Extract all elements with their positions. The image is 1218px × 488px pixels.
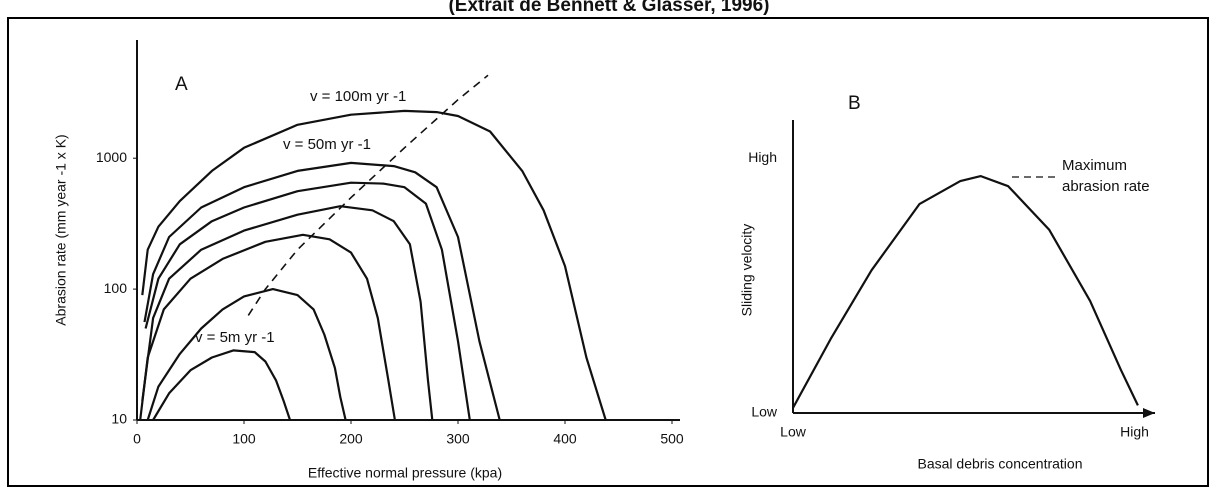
x-tick-label: 0 bbox=[133, 431, 141, 447]
curve bbox=[247, 74, 489, 316]
frame bbox=[7, 17, 1209, 487]
x-axis-label: Basal debris concentration bbox=[918, 456, 1083, 472]
y-axis-label: Sliding velocity bbox=[739, 224, 755, 317]
y-tick-label: 1000 bbox=[96, 149, 127, 165]
annotation: v = 50m yr -1 bbox=[283, 136, 371, 153]
curve bbox=[144, 181, 471, 421]
annotation: A bbox=[175, 74, 188, 95]
x-tick-label: Low bbox=[780, 424, 807, 440]
x-tick-label: 200 bbox=[339, 431, 363, 447]
x-tick-label: 300 bbox=[446, 431, 470, 447]
x-axis-label: Effective normal pressure (kpa) bbox=[308, 465, 502, 481]
x-tick-label: 400 bbox=[553, 431, 577, 447]
annotation: B bbox=[848, 93, 861, 114]
curve bbox=[141, 109, 607, 421]
annotation: Maximum bbox=[1062, 157, 1127, 174]
x-tick-label: 100 bbox=[232, 431, 256, 447]
x-tick-label: High bbox=[1120, 424, 1149, 440]
curve bbox=[143, 161, 501, 421]
curve bbox=[139, 233, 396, 421]
curve bbox=[146, 288, 347, 421]
annotation: v = 5m yr -1 bbox=[195, 329, 275, 346]
y-tick-label: 100 bbox=[104, 280, 128, 296]
caption: (Extrait de Bennett & Glasser, 1996) bbox=[448, 0, 769, 16]
curve bbox=[152, 349, 292, 421]
y-tick-label: High bbox=[748, 149, 777, 165]
x-axis-arrow bbox=[1143, 408, 1155, 418]
curve bbox=[141, 205, 434, 421]
y-axis-label: Abrasion rate (mm year -1 x K) bbox=[53, 134, 69, 325]
annotation: v = 100m yr -1 bbox=[310, 88, 406, 105]
x-tick-label: 500 bbox=[660, 431, 684, 447]
y-tick-label: Low bbox=[751, 404, 778, 420]
curve bbox=[792, 175, 1139, 409]
annotation: abrasion rate bbox=[1062, 178, 1150, 195]
y-tick-label: 10 bbox=[111, 411, 127, 427]
